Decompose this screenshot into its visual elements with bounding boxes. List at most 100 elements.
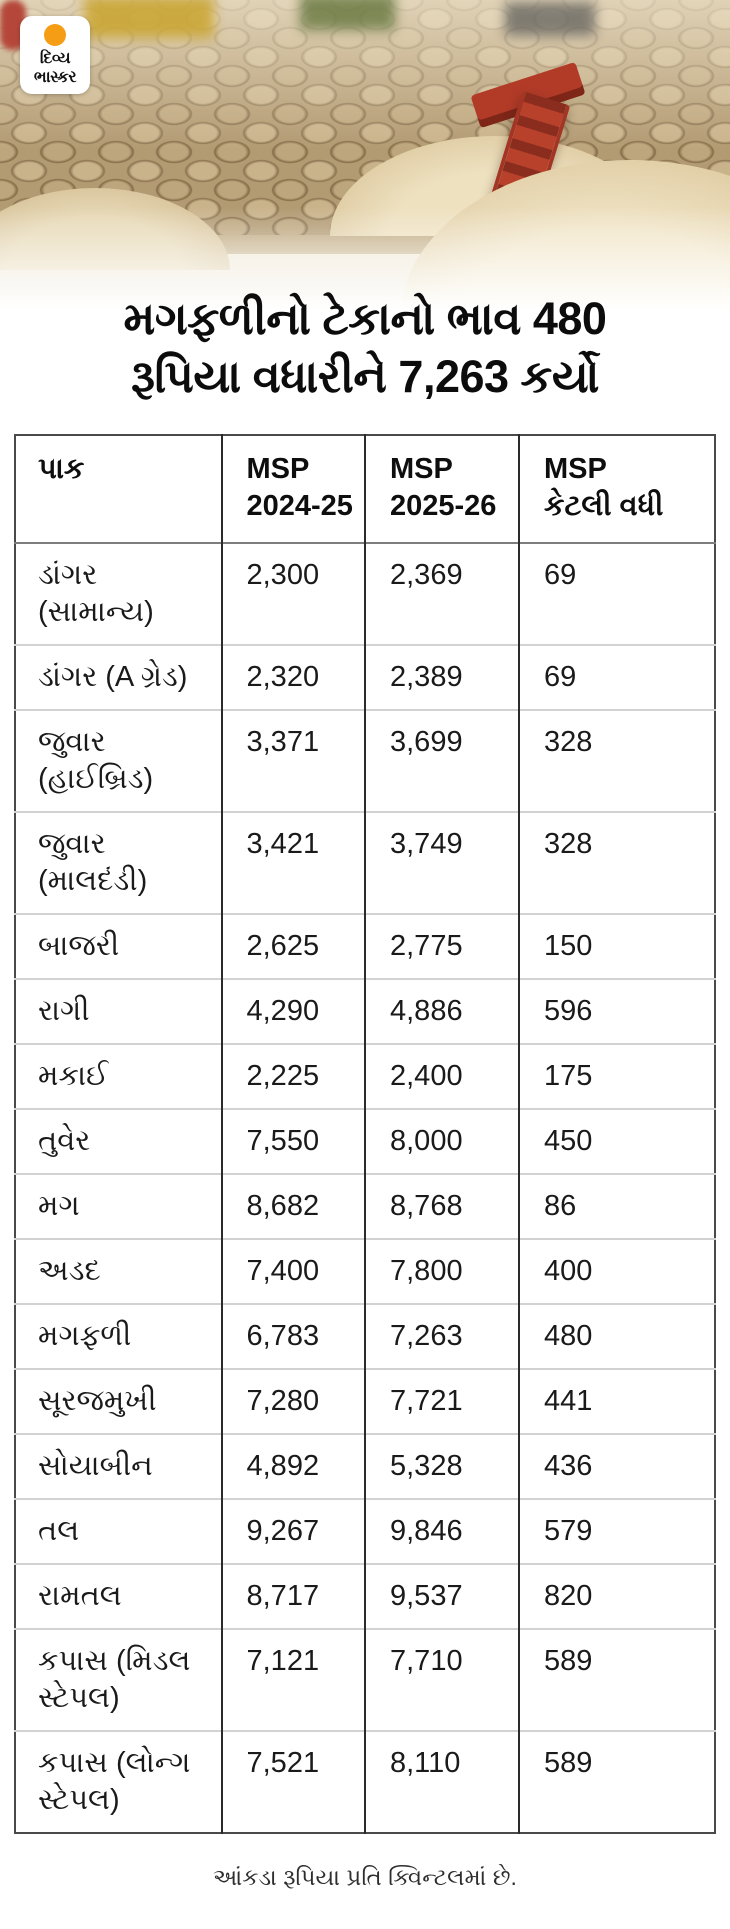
- msp-2025-26-cell: 7,263: [364, 1304, 519, 1369]
- photo-fade: [0, 207, 730, 332]
- msp-2025-26-cell: 2,400: [364, 1044, 519, 1109]
- header-msp-2024-25: MSP 2024-25: [220, 435, 365, 543]
- crop-cell: ડાંગર (A ગ્રેડ): [38, 661, 188, 693]
- footer-note: આંકડા રૂપિયા પ્રતિ ક્વિન્ટલમાં છે.: [213, 1864, 517, 1890]
- crop-cell: જુવાર (માલદંડી): [38, 828, 148, 897]
- table-row: જુવાર (હાઈબ્રિડ) 3,371 3,699 328: [15, 710, 715, 812]
- msp-2025-26-cell: 7,721: [364, 1369, 519, 1434]
- table-row: બાજરી 2,625 2,775 150: [15, 914, 715, 979]
- table-row: તુવેર 7,550 8,000 450: [15, 1109, 715, 1174]
- table-row: ડાંગર (સામાન્ય) 2,300 2,369 69: [15, 543, 715, 645]
- msp-increase-cell: 596: [518, 979, 715, 1044]
- msp-increase-cell: 436: [518, 1434, 715, 1499]
- msp-2025-26-cell: 9,846: [364, 1499, 519, 1564]
- headline-line1: મગફળીનો ટેકાનો ભાવ 480: [123, 293, 607, 344]
- msp-2024-25-cell: 7,121: [220, 1629, 365, 1731]
- table-row: તલ 9,267 9,846 579: [15, 1499, 715, 1564]
- msp-2025-26-cell: 9,537: [364, 1564, 519, 1629]
- msp-increase-cell: 400: [518, 1239, 715, 1304]
- msp-2024-25-cell: 7,521: [220, 1731, 365, 1833]
- msp-2025-26-cell: 8,768: [364, 1174, 519, 1239]
- msp-2025-26-cell: 5,328: [364, 1434, 519, 1499]
- logo-text-line2: ભાસ્કર: [33, 69, 77, 86]
- table-row: રાગી 4,290 4,886 596: [15, 979, 715, 1044]
- msp-increase-cell: 328: [518, 812, 715, 914]
- crop-cell: ડાંગર (સામાન્ય): [38, 559, 154, 628]
- header-crop: પાક: [38, 453, 85, 485]
- msp-2024-25-cell: 7,280: [220, 1369, 365, 1434]
- header-msp-2025-26: MSP 2025-26: [364, 435, 519, 543]
- msp-increase-cell: 175: [518, 1044, 715, 1109]
- msp-increase-cell: 589: [518, 1629, 715, 1731]
- table-row: જુવાર (માલદંડી) 3,421 3,749 328: [15, 812, 715, 914]
- logo-sun-icon: [44, 24, 66, 46]
- grain-market-photo: દિવ્ય ભાસ્કર: [0, 0, 730, 332]
- msp-increase-cell: 579: [518, 1499, 715, 1564]
- crop-cell: બાજરી: [38, 930, 120, 962]
- crop-cell: તુવેર: [38, 1125, 91, 1157]
- msp-increase-cell: 441: [518, 1369, 715, 1434]
- page-title: મગફળીનો ટેકાનો ભાવ 480 રૂપિયા વધારીને 7,…: [34, 290, 696, 406]
- msp-2024-25-cell: 8,682: [220, 1174, 365, 1239]
- table-row: મકાઈ 2,225 2,400 175: [15, 1044, 715, 1109]
- crop-cell: મગ: [38, 1190, 80, 1222]
- crop-cell: રામતલ: [38, 1580, 122, 1612]
- logo-text-line1: દિવ્ય: [39, 50, 71, 67]
- table-row: ડાંગર (A ગ્રેડ) 2,320 2,389 69: [15, 645, 715, 710]
- msp-2024-25-cell: 2,625: [220, 914, 365, 979]
- msp-increase-cell: 820: [518, 1564, 715, 1629]
- msp-increase-cell: 69: [518, 645, 715, 710]
- table-row: કપાસ (લોન્ગ સ્ટેપલ) 7,521 8,110 589: [15, 1731, 715, 1833]
- header-msp-increase: MSP કેટલી વધી: [518, 435, 715, 543]
- msp-2024-25-cell: 7,400: [220, 1239, 365, 1304]
- yellow-loader-blob: [84, 0, 214, 38]
- msp-2024-25-cell: 9,267: [220, 1499, 365, 1564]
- crop-cell: અડદ: [38, 1255, 101, 1287]
- msp-2025-26-cell: 3,699: [364, 710, 519, 812]
- msp-2024-25-cell: 4,892: [220, 1434, 365, 1499]
- msp-2024-25-cell: 2,225: [220, 1044, 365, 1109]
- msp-2024-25-cell: 2,320: [220, 645, 365, 710]
- msp-2025-26-cell: 2,369: [364, 543, 519, 645]
- msp-increase-cell: 328: [518, 710, 715, 812]
- msp-2025-26-cell: 8,000: [364, 1109, 519, 1174]
- msp-2025-26-cell: 2,775: [364, 914, 519, 979]
- table-row: કપાસ (મિડલ સ્ટેપલ) 7,121 7,710 589: [15, 1629, 715, 1731]
- table-row: અડદ 7,400 7,800 400: [15, 1239, 715, 1304]
- table-row: સૂરજમુખી 7,280 7,721 441: [15, 1369, 715, 1434]
- msp-2024-25-cell: 6,783: [220, 1304, 365, 1369]
- table-header-row: પાક MSP 2024-25 MSP 2025-26 MSP કેટલી વધ…: [15, 435, 715, 543]
- msp-2024-25-cell: 8,717: [220, 1564, 365, 1629]
- msp-2025-26-cell: 2,389: [364, 645, 519, 710]
- msp-2024-25-cell: 4,290: [220, 979, 365, 1044]
- gray-machine-blob: [505, 2, 595, 36]
- crop-cell: મકાઈ: [38, 1060, 109, 1092]
- crop-cell: મગફળી: [38, 1320, 132, 1352]
- msp-increase-cell: 589: [518, 1731, 715, 1833]
- green-machine-blob: [300, 0, 395, 30]
- table-row: સોયાબીન 4,892 5,328 436: [15, 1434, 715, 1499]
- table-row: મગફળી 6,783 7,263 480: [15, 1304, 715, 1369]
- msp-2024-25-cell: 3,421: [220, 812, 365, 914]
- msp-2024-25-cell: 7,550: [220, 1109, 365, 1174]
- msp-table-body: ડાંગર (સામાન્ય) 2,300 2,369 69 ડાંગર (A …: [15, 543, 715, 1833]
- msp-2025-26-cell: 4,886: [364, 979, 519, 1044]
- crop-cell: રાગી: [38, 995, 90, 1027]
- msp-increase-cell: 86: [518, 1174, 715, 1239]
- msp-2025-26-cell: 8,110: [364, 1731, 519, 1833]
- crop-cell: કપાસ (લોન્ગ સ્ટેપલ): [38, 1747, 191, 1816]
- crop-cell: જુવાર (હાઈબ્રિડ): [38, 726, 154, 795]
- crop-cell: કપાસ (મિડલ સ્ટેપલ): [38, 1645, 191, 1714]
- msp-increase-cell: 69: [518, 543, 715, 645]
- msp-2025-26-cell: 7,800: [364, 1239, 519, 1304]
- msp-2025-26-cell: 7,710: [364, 1629, 519, 1731]
- msp-2024-25-cell: 2,300: [220, 543, 365, 645]
- table-row: મગ 8,682 8,768 86: [15, 1174, 715, 1239]
- divya-bhaskar-logo: દિવ્ય ભાસ્કર: [20, 16, 90, 94]
- msp-increase-cell: 480: [518, 1304, 715, 1369]
- msp-increase-cell: 450: [518, 1109, 715, 1174]
- msp-2025-26-cell: 3,749: [364, 812, 519, 914]
- crop-cell: તલ: [38, 1515, 80, 1547]
- headline-line2: રૂપિયા વધારીને 7,263 કર્યો: [131, 351, 599, 402]
- msp-increase-cell: 150: [518, 914, 715, 979]
